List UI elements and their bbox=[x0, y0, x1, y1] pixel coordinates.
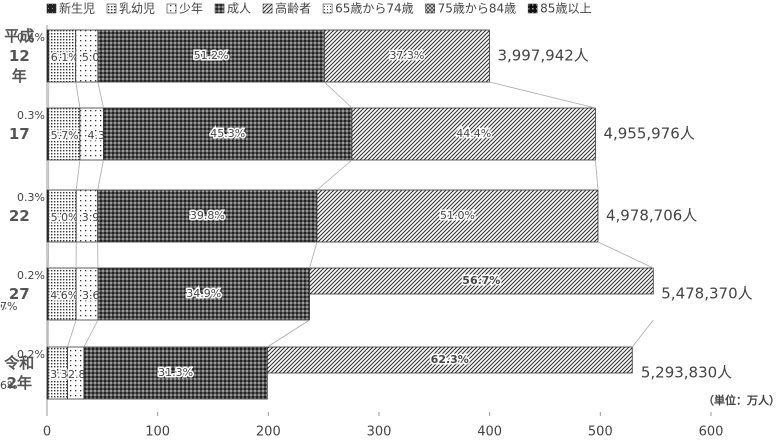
legend-label: 85歳以上 bbox=[540, 2, 591, 16]
legend-label: 新生児 bbox=[59, 1, 95, 16]
category-label: 平成12年 bbox=[4, 27, 35, 85]
data-label: 0.4% bbox=[17, 31, 45, 44]
data-label: 0.2% bbox=[17, 269, 45, 282]
data-label: 39.8% bbox=[190, 209, 225, 222]
x-tick-label: 0 bbox=[43, 425, 51, 440]
series-line bbox=[267, 319, 310, 348]
category-label: 令和2年 bbox=[4, 354, 35, 392]
legend-swatch bbox=[425, 3, 435, 14]
legend-label: 成人 bbox=[227, 2, 251, 16]
bar-segment bbox=[83, 346, 268, 400]
data-label: 17.7% bbox=[0, 300, 17, 313]
data-label: 16.4% bbox=[0, 300, 17, 313]
x-tick-label: 300 bbox=[367, 425, 392, 440]
total-label: 4,978,706人 bbox=[606, 207, 697, 225]
bar-segment bbox=[47, 267, 77, 321]
legend-swatch bbox=[527, 3, 538, 14]
series-line bbox=[67, 319, 77, 348]
bar-segment bbox=[97, 267, 310, 321]
data-label: 34.9% bbox=[186, 287, 221, 300]
data-label: 22.6% bbox=[0, 379, 17, 392]
series-line bbox=[597, 241, 654, 269]
series-line bbox=[75, 81, 81, 109]
bar-segment bbox=[324, 29, 490, 83]
series-line bbox=[324, 81, 353, 109]
data-label: 37.3% bbox=[389, 49, 424, 62]
unit-label: （単位：万人） bbox=[703, 393, 780, 407]
legend-swatch bbox=[106, 3, 117, 14]
bar-segment bbox=[48, 107, 81, 161]
data-label: 0.3% bbox=[17, 191, 45, 204]
legend-label: 高齢者 bbox=[275, 1, 311, 16]
data-label: 0.2% bbox=[17, 348, 45, 361]
x-tick-label: 500 bbox=[588, 425, 613, 440]
data-label: 62.3% bbox=[431, 353, 469, 366]
x-tick-label: 400 bbox=[477, 425, 502, 440]
data-label: 0.3% bbox=[17, 109, 45, 122]
data-label: 5.0% bbox=[51, 211, 79, 224]
data-label: 44.4% bbox=[456, 127, 491, 140]
data-label: 56.7% bbox=[462, 274, 500, 287]
series-line bbox=[595, 159, 599, 191]
data-label: 15.8% bbox=[0, 379, 17, 392]
data-label: 45.3% bbox=[210, 127, 245, 140]
legend-swatch bbox=[214, 3, 225, 14]
legend-label: 75歳から84歳 bbox=[438, 2, 517, 16]
x-tick-label: 200 bbox=[256, 425, 281, 440]
legend-swatch bbox=[322, 3, 333, 14]
legend-label: 65歳から74歳 bbox=[335, 2, 414, 16]
x-tick-label: 600 bbox=[699, 425, 724, 440]
series-line bbox=[309, 241, 318, 269]
data-label: 5.7% bbox=[51, 129, 79, 142]
bar-segment bbox=[309, 267, 654, 295]
legend-swatch bbox=[262, 3, 273, 14]
bar-segment bbox=[316, 189, 599, 243]
series-line bbox=[316, 159, 353, 191]
data-label: 23.9% bbox=[0, 379, 17, 392]
total-label: 4,955,976人 bbox=[603, 125, 694, 143]
series-line bbox=[97, 81, 104, 109]
category-label: 17 bbox=[8, 125, 30, 143]
x-tick-label: 100 bbox=[145, 425, 170, 440]
series-line bbox=[631, 319, 654, 348]
legend-label: 乳幼児 bbox=[119, 2, 155, 16]
data-label: 31.3% bbox=[158, 366, 193, 379]
data-label: 6.1% bbox=[51, 51, 79, 64]
bar-segment bbox=[48, 189, 77, 243]
legend-swatch bbox=[46, 3, 57, 14]
total-label: 5,293,830人 bbox=[641, 364, 732, 382]
data-label: 22.6% bbox=[0, 300, 17, 313]
total-label: 5,478,370人 bbox=[661, 285, 752, 303]
bar-segment bbox=[266, 346, 633, 374]
series-line bbox=[75, 159, 81, 191]
category-label: 27 bbox=[8, 285, 30, 303]
total-label: 3,997,942人 bbox=[497, 47, 588, 65]
legend-label: 少年 bbox=[179, 2, 203, 16]
bar-segment bbox=[103, 107, 353, 161]
series-line bbox=[489, 81, 596, 109]
bar-segment bbox=[351, 107, 596, 161]
data-label: 51.0% bbox=[440, 209, 475, 222]
bar-segment bbox=[97, 189, 318, 243]
series-line bbox=[97, 159, 104, 191]
data-label: 51.2% bbox=[194, 49, 229, 62]
legend-swatch bbox=[166, 3, 177, 14]
data-label: 4.6% bbox=[50, 289, 78, 302]
bar-segment bbox=[97, 29, 325, 83]
category-label: 22 bbox=[8, 207, 30, 225]
series-line bbox=[83, 319, 99, 348]
